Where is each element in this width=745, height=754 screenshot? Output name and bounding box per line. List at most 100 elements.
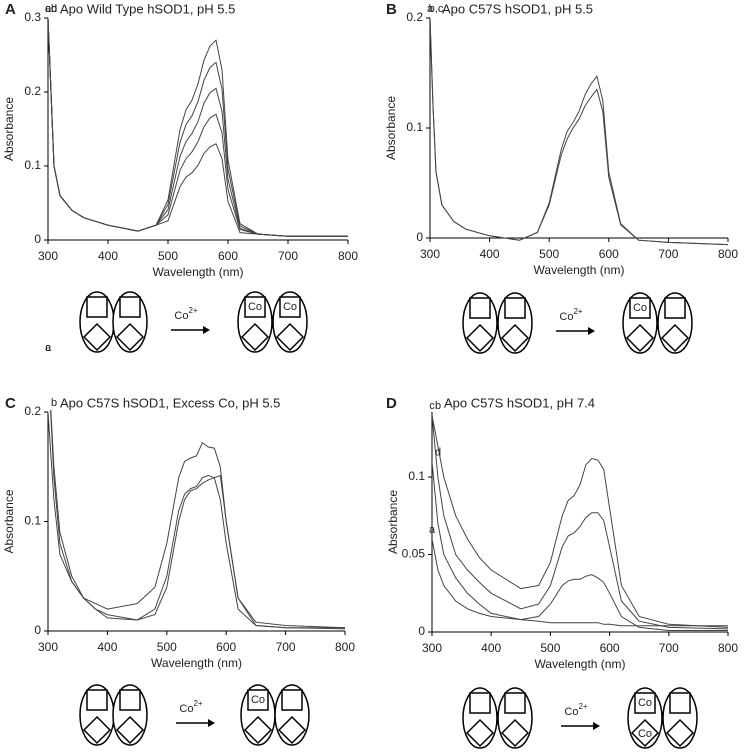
x-axis-label: Wavelength (nm)	[151, 656, 242, 670]
y-tick-label: 0.2	[24, 404, 41, 418]
spectrum-line	[50, 410, 346, 630]
y-axis-label: Absorbance	[384, 96, 398, 160]
x-tick-label: 700	[276, 640, 296, 654]
reagent: Co	[179, 703, 193, 715]
site-diamond	[275, 322, 305, 352]
spectrum-line	[48, 17, 348, 237]
chart-title: Apo C57S hSOD1, Excess Co, pH 5.5	[60, 395, 280, 410]
panel: C Apo C57S hSOD1, Excess Co, pH 5.5 300 400…	[2, 342, 355, 746]
curve-label: d	[435, 446, 441, 458]
spectrum-line	[48, 411, 346, 629]
panel: B Apo C57S hSOD1, pH 5.5 300 400 500 600 700 80…	[384, 1, 738, 354]
spectrum-line	[48, 17, 348, 237]
y-tick-label: 0.2	[24, 84, 41, 98]
x-tick-label: 800	[335, 640, 355, 654]
site-square	[281, 689, 303, 711]
chart-title: Apo C57S hSOD1, pH 7.4	[444, 395, 595, 410]
site-diamond	[277, 715, 307, 745]
site-square	[634, 692, 656, 714]
curve-label: c	[45, 3, 51, 15]
metal-label: Co	[638, 728, 652, 740]
site-diamond	[82, 715, 112, 745]
panel-letter: C	[5, 395, 16, 412]
y-tick-label: 0.1	[24, 158, 41, 172]
site-diamond	[630, 718, 660, 748]
arrow-head	[593, 722, 600, 730]
spectrum-line	[432, 415, 729, 628]
panel: A Apo Wild Type hSOD1, pH 5.5 300 400 500 600…	[2, 1, 358, 353]
metal-label: Co	[633, 302, 647, 314]
site-diamond	[665, 718, 695, 748]
site-diamond	[240, 322, 270, 352]
x-tick-label: 300	[422, 641, 442, 655]
x-tick-label: 500	[157, 640, 177, 654]
reagent: Co	[564, 706, 578, 718]
reagent-charge: 2+	[193, 699, 202, 708]
metal-label: Co	[251, 694, 265, 706]
site-square	[279, 296, 301, 318]
x-tick-label: 300	[38, 249, 58, 263]
x-tick-label: 500	[539, 247, 559, 261]
y-tick-label: 0	[34, 232, 41, 246]
y-tick-label: 0	[416, 230, 423, 244]
y-tick-label: 0.3	[24, 10, 41, 24]
spectrum-line	[48, 17, 348, 237]
site-square	[469, 692, 491, 714]
x-tick-label: 400	[480, 247, 500, 261]
site-square	[119, 689, 141, 711]
curve-label: b	[51, 3, 57, 15]
curve-label: b,c	[429, 3, 444, 15]
curve-label: b	[51, 397, 57, 409]
y-tick-label: 0	[34, 623, 41, 637]
x-axis-label: Wavelength (nm)	[535, 657, 626, 671]
y-axis-label: Absorbance	[386, 490, 400, 554]
spectrum-line	[432, 415, 729, 630]
site-diamond	[660, 323, 690, 353]
metal-label: Co	[248, 301, 262, 313]
site-square	[247, 689, 269, 711]
arrow-head	[588, 327, 595, 335]
site-diamond	[243, 715, 273, 745]
site-diamond	[465, 323, 495, 353]
chart-title: Apo Wild Type hSOD1, pH 5.5	[60, 1, 235, 16]
x-tick-label: 300	[38, 640, 58, 654]
site-diamond	[115, 322, 145, 352]
site-square	[119, 296, 141, 318]
metal-label: Co	[283, 301, 297, 313]
site-square	[86, 689, 108, 711]
curve-label: a	[45, 342, 52, 354]
x-axis-label: Wavelength (nm)	[534, 263, 625, 277]
spectrum-line	[432, 538, 728, 627]
x-tick-label: 400	[98, 249, 118, 263]
x-tick-label: 700	[278, 249, 298, 263]
spectrum-line	[430, 17, 729, 246]
reagent-charge: 2+	[578, 702, 587, 711]
arrow-head	[203, 326, 210, 334]
y-tick-label: 0.2	[406, 10, 423, 24]
site-diamond	[625, 323, 655, 353]
reagent-charge: 2+	[573, 307, 582, 316]
site-square	[629, 297, 651, 319]
y-tick-label: 0.1	[24, 514, 41, 528]
spectrum-line	[48, 17, 348, 237]
panel-letter: A	[5, 1, 16, 18]
site-square	[504, 297, 526, 319]
y-tick-label: 0.05	[402, 547, 426, 561]
curve-label: b	[435, 400, 441, 412]
site-square	[669, 692, 691, 714]
x-tick-label: 400	[481, 641, 501, 655]
site-square	[244, 296, 266, 318]
x-tick-label: 600	[216, 640, 236, 654]
reagent-label: Co2+	[564, 702, 588, 718]
x-tick-label: 700	[658, 247, 678, 261]
chart-title: Apo C57S hSOD1, pH 5.5	[442, 1, 593, 16]
site-square	[86, 296, 108, 318]
x-tick-label: 800	[338, 249, 358, 263]
site-square	[504, 692, 526, 714]
curve-label: a	[427, 3, 434, 15]
x-tick-label: 600	[599, 247, 619, 261]
panel-letter: B	[386, 1, 397, 18]
reagent-label: Co2+	[174, 306, 198, 322]
x-tick-label: 500	[158, 249, 178, 263]
x-tick-label: 700	[659, 641, 679, 655]
